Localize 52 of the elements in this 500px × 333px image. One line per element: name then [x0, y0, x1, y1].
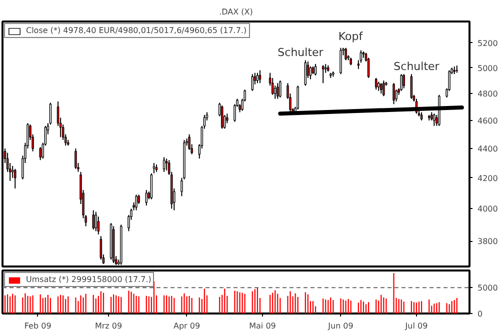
x-tick-label: Feb 09 [24, 322, 52, 330]
candlestick [402, 74, 405, 89]
y-tick-label: 0 [478, 310, 483, 318]
y-tick-label: 3800 [478, 237, 498, 246]
candlestick [135, 194, 138, 211]
candlestick [382, 80, 385, 97]
candlestick [74, 148, 77, 170]
y-tick-label: 4800 [478, 90, 498, 99]
candlestick [188, 134, 190, 150]
candlestick [322, 64, 324, 84]
candlestick [94, 211, 98, 232]
candlestick [258, 70, 262, 84]
candlestick [314, 63, 317, 76]
candlestick [400, 74, 402, 92]
x-tick-label: Apr 09 [173, 322, 200, 330]
y-tick-label: 4200 [478, 174, 498, 183]
candlestick [162, 156, 166, 172]
candlestick [256, 72, 259, 84]
candlestick [100, 236, 102, 260]
candlestick [344, 47, 347, 61]
y-tick-label: 5000 [478, 284, 498, 293]
candlestick [165, 158, 168, 171]
candlestick [433, 113, 436, 126]
candlestick [276, 82, 279, 100]
x-tick-label: Jul 09 [404, 322, 428, 330]
candlestick [392, 82, 395, 105]
chart-title: .DAX (X) [219, 8, 253, 16]
y-tick-label: 5000 [478, 64, 498, 73]
y-tick-label: 4400 [478, 144, 498, 154]
y-tick-label: 4000 [478, 204, 498, 214]
x-tick-label: Mai 09 [249, 322, 276, 330]
candlestick [380, 82, 382, 94]
candlestick [340, 47, 342, 75]
annotation: Schulter [394, 60, 440, 73]
x-tick-label: Jun 09 [327, 322, 354, 330]
candlestick [271, 77, 274, 96]
annotation: Schulter [278, 46, 324, 59]
x-tick-label: Mrz 09 [94, 322, 122, 330]
legend-label: Umsatz (*) 2999158000 (17.7.) [26, 275, 152, 284]
candlestick [279, 80, 282, 98]
candlestick [367, 57, 370, 78]
candlestick [97, 216, 100, 235]
y-tick-label: 5200 [478, 38, 498, 48]
candlestick [374, 77, 378, 90]
y-tick-label: 4600 [478, 116, 498, 126]
candlestick [92, 210, 95, 230]
legend-label: Close (*) 4978,40 EUR/4980,01/5017,6/4960,65 (17.7.) [26, 26, 247, 35]
candlestick [180, 177, 183, 197]
candlestick [39, 146, 42, 161]
candlestick [377, 81, 380, 92]
candlestick [14, 168, 16, 189]
annotation: Kopf [338, 30, 364, 43]
